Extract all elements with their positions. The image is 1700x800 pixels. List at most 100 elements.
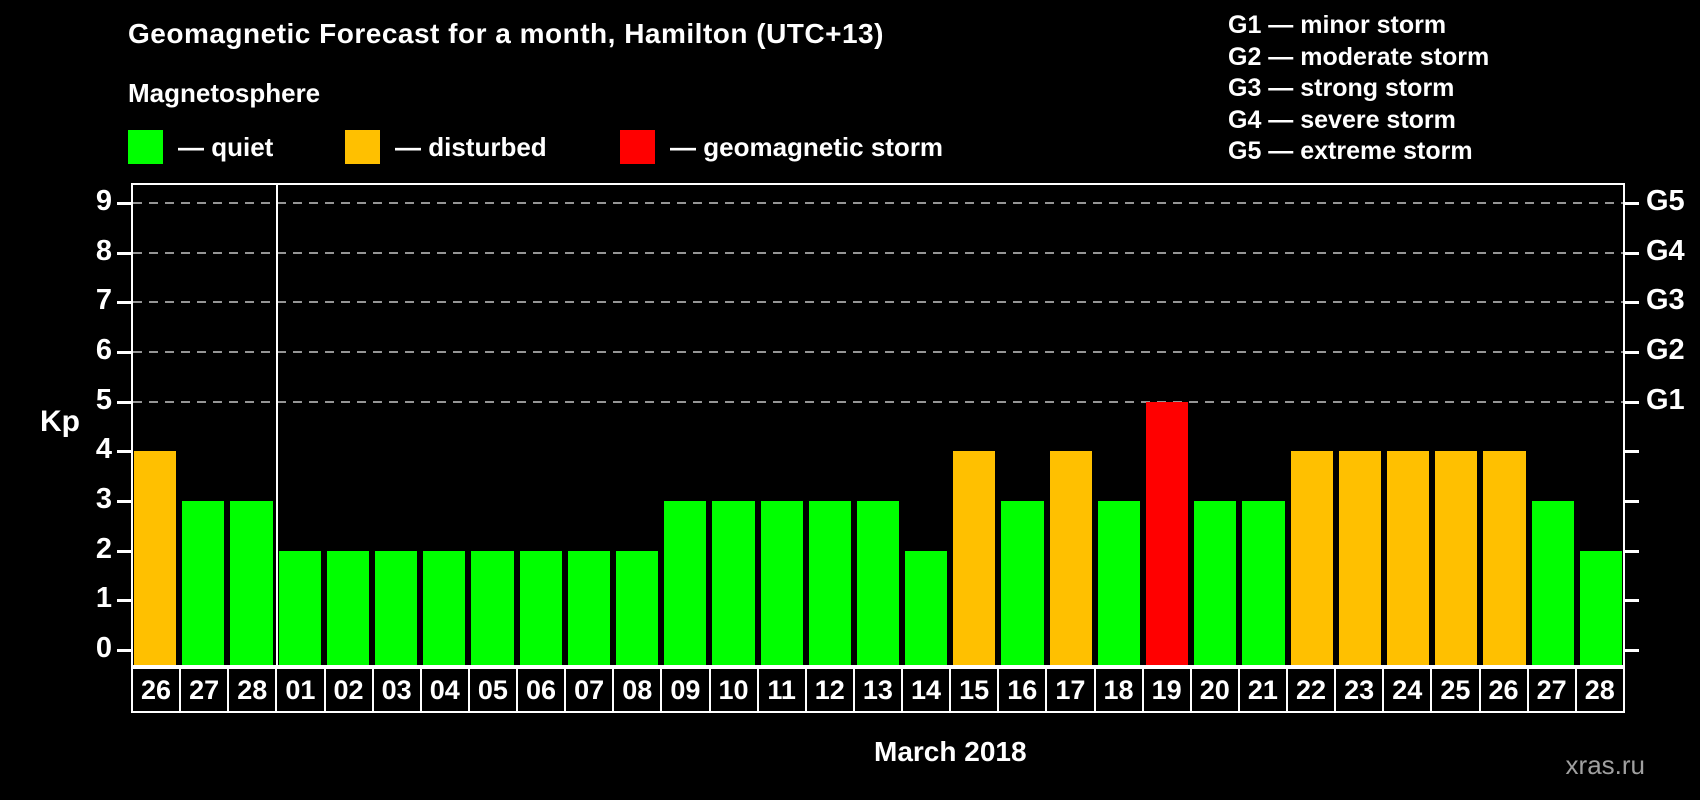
g-scale-g2: G2 — moderate storm — [1228, 42, 1490, 71]
day-label-mar-22: 22 — [1286, 667, 1337, 713]
y-tick-right-7 — [1625, 301, 1639, 305]
kp-bar-mar-24 — [1387, 451, 1430, 665]
y-tick-label-2: 2 — [95, 532, 112, 565]
y-tick-right-0 — [1625, 649, 1639, 652]
g-level-label-g3: G3 — [1646, 284, 1685, 317]
y-tick-left-9 — [117, 202, 131, 205]
page-title: Geomagnetic Forecast for a month, Hamilt… — [128, 18, 884, 49]
g-scale-g4: G4 — severe storm — [1228, 105, 1456, 134]
day-label-mar-24: 24 — [1382, 667, 1433, 713]
kp-bar-mar-28 — [1579, 550, 1622, 665]
kp-bar-mar-18 — [1097, 501, 1141, 665]
kp-bar-mar-13 — [856, 501, 900, 665]
gridline-kp-9 — [133, 202, 1623, 204]
y-tick-right-8 — [1625, 251, 1639, 255]
y-tick-right-6 — [1625, 351, 1639, 354]
g-level-label-g5: G5 — [1646, 185, 1685, 217]
kp-bar-mar-03 — [374, 550, 418, 665]
kp-bar-mar-26 — [1483, 451, 1526, 665]
g-level-label-g4: G4 — [1646, 234, 1685, 267]
day-label-mar-26: 26 — [1478, 667, 1529, 713]
day-label-feb-26: 26 — [131, 667, 182, 713]
y-tick-left-1 — [117, 599, 131, 603]
day-label-mar-02: 02 — [323, 667, 374, 713]
y-tick-label-9: 9 — [95, 185, 112, 217]
kp-bar-mar-04 — [423, 550, 466, 665]
month-separator-line — [275, 185, 278, 665]
y-tick-label-7: 7 — [95, 284, 112, 317]
plot-area — [131, 183, 1625, 667]
kp-bar-mar-10 — [712, 501, 755, 665]
kp-bar-mar-12 — [808, 501, 851, 665]
y-tick-label-0: 0 — [95, 632, 112, 664]
g-scale-legend: G1 — minor storm G2 — moderate storm G3 … — [1228, 10, 1489, 168]
day-label-mar-21: 21 — [1237, 667, 1288, 713]
y-tick-left-7 — [117, 301, 131, 305]
kp-bar-mar-06 — [519, 550, 562, 665]
day-label-mar-01: 01 — [275, 667, 326, 713]
kp-bar-mar-22 — [1290, 451, 1333, 665]
y-tick-left-4 — [117, 450, 131, 454]
watermark: xras.ru — [1565, 750, 1645, 780]
gridline-kp-7 — [133, 301, 1623, 304]
x-axis-title: March 2018 — [874, 736, 1027, 767]
kp-bar-mar-27 — [1531, 501, 1574, 665]
y-tick-right-4 — [1625, 450, 1639, 454]
day-label-feb-28: 28 — [227, 667, 278, 713]
g-scale-g3: G3 — strong storm — [1228, 74, 1455, 102]
gridline-kp-5 — [133, 400, 1623, 403]
gridline-kp-6 — [133, 351, 1623, 353]
legend-label-disturbed: — disturbed — [395, 131, 547, 162]
y-tick-right-5 — [1625, 400, 1639, 404]
kp-bar-mar-20 — [1194, 501, 1237, 665]
day-label-mar-25: 25 — [1430, 667, 1481, 713]
g-level-label-g2: G2 — [1646, 334, 1685, 366]
kp-bar-mar-19 — [1146, 401, 1189, 665]
day-label-mar-15: 15 — [949, 667, 1000, 713]
kp-bar-mar-23 — [1338, 451, 1382, 665]
day-label-mar-19: 19 — [1141, 667, 1192, 713]
kp-bar-mar-14 — [905, 550, 948, 665]
y-tick-label-6: 6 — [95, 334, 112, 366]
day-label-mar-09: 09 — [660, 667, 711, 713]
day-label-mar-05: 05 — [467, 667, 518, 713]
day-label-mar-03: 03 — [371, 667, 422, 713]
kp-bar-mar-11 — [760, 501, 803, 665]
legend-item-disturbed: — disturbed — [345, 130, 547, 164]
y-tick-label-3: 3 — [95, 483, 112, 515]
y-tick-right-9 — [1625, 202, 1639, 205]
kp-bar-mar-21 — [1242, 501, 1285, 665]
y-tick-left-3 — [117, 500, 131, 503]
legend-label-storm: — geomagnetic storm — [670, 131, 944, 162]
day-label-mar-10: 10 — [708, 667, 759, 713]
kp-bar-mar-15 — [953, 451, 996, 665]
storm-color-swatch — [620, 130, 655, 164]
g-scale-g1: G1 — minor storm — [1228, 11, 1447, 39]
y-tick-label-8: 8 — [95, 234, 112, 267]
day-label-mar-07: 07 — [564, 667, 615, 713]
kp-bar-mar-05 — [471, 550, 514, 665]
g-scale-g5: G5 — extreme storm — [1228, 137, 1473, 165]
day-label-mar-20: 20 — [1189, 667, 1240, 713]
y-tick-right-2 — [1625, 549, 1639, 553]
x-axis-day-labels: 26 27 28 01 02 03 04 05 06 07 08 09 10 11 12 13 14 15 16 17… — [131, 667, 1625, 713]
g-level-label-g1: G1 — [1646, 383, 1685, 416]
y-tick-right-3 — [1625, 500, 1639, 503]
gridline-kp-8 — [133, 251, 1623, 254]
day-label-mar-12: 12 — [804, 667, 855, 713]
disturbed-color-swatch — [345, 130, 380, 164]
y-tick-left-2 — [117, 549, 131, 553]
day-label-mar-28: 28 — [1574, 667, 1625, 713]
kp-bar-mar-07 — [567, 550, 610, 665]
y-tick-label-1: 1 — [95, 582, 112, 615]
day-label-feb-27: 27 — [179, 667, 230, 713]
quiet-color-swatch — [128, 130, 163, 164]
kp-bar-mar-09 — [664, 501, 707, 665]
y-axis-title: Kp — [40, 404, 80, 438]
kp-bar-mar-17 — [1049, 451, 1092, 665]
kp-bar-mar-25 — [1435, 451, 1478, 665]
day-label-mar-23: 23 — [1334, 667, 1385, 713]
day-label-mar-06: 06 — [516, 667, 567, 713]
kp-bar-mar-16 — [1001, 501, 1044, 665]
y-tick-label-4: 4 — [95, 433, 112, 466]
